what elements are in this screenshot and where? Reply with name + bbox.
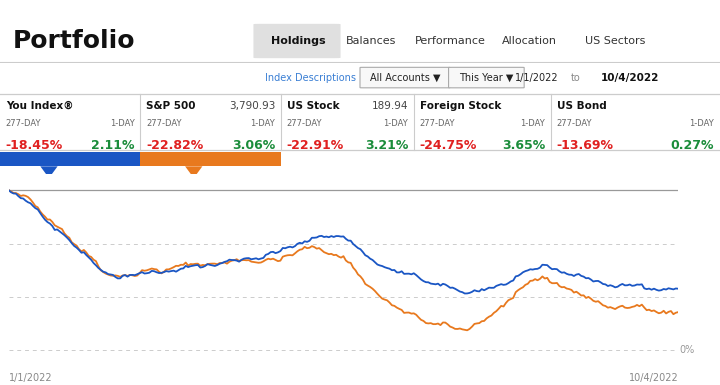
Text: You Index®: You Index® <box>6 101 73 111</box>
Text: to: to <box>571 73 581 82</box>
Text: All Accounts ▼: All Accounts ▼ <box>370 73 441 82</box>
Text: 0.27%: 0.27% <box>671 139 714 152</box>
Polygon shape <box>40 166 58 178</box>
Text: 3.06%: 3.06% <box>232 139 275 152</box>
Text: 1-DAY: 1-DAY <box>251 119 275 128</box>
Text: -24.75%: -24.75% <box>420 139 477 152</box>
Text: 0%: 0% <box>680 345 695 355</box>
Text: 10/4/2022: 10/4/2022 <box>629 373 678 383</box>
Text: -13.69%: -13.69% <box>557 139 613 152</box>
Text: 3.65%: 3.65% <box>502 139 545 152</box>
Bar <box>140 152 281 166</box>
FancyBboxPatch shape <box>449 67 524 88</box>
Text: Index Descriptions: Index Descriptions <box>266 73 356 82</box>
Text: Performance: Performance <box>415 36 485 46</box>
Text: -22.91%: -22.91% <box>287 139 344 152</box>
Text: 1-DAY: 1-DAY <box>110 119 135 128</box>
Text: 277-DAY: 277-DAY <box>146 119 181 128</box>
Text: 277-DAY: 277-DAY <box>287 119 322 128</box>
Text: This Year ▼: This Year ▼ <box>459 73 513 82</box>
Text: 3,790.93: 3,790.93 <box>229 101 275 111</box>
FancyBboxPatch shape <box>360 67 450 88</box>
Bar <box>0 152 140 166</box>
Text: 1/1/2022: 1/1/2022 <box>9 373 53 383</box>
Text: US Stock: US Stock <box>287 101 339 111</box>
Text: Allocation: Allocation <box>502 36 557 46</box>
Text: 2.11%: 2.11% <box>91 139 135 152</box>
Text: 1-DAY: 1-DAY <box>690 119 714 128</box>
Text: 1/1/2022: 1/1/2022 <box>515 73 558 82</box>
Text: Portfolio: Portfolio <box>13 29 135 53</box>
Text: 1-DAY: 1-DAY <box>521 119 545 128</box>
Text: Foreign Stock: Foreign Stock <box>420 101 501 111</box>
Text: 277-DAY: 277-DAY <box>420 119 455 128</box>
Text: 277-DAY: 277-DAY <box>557 119 592 128</box>
Text: US Sectors: US Sectors <box>585 36 646 46</box>
Text: 277-DAY: 277-DAY <box>6 119 41 128</box>
Text: -22.82%: -22.82% <box>146 139 204 152</box>
Text: Holdings: Holdings <box>271 36 326 46</box>
Text: Balances: Balances <box>346 36 396 46</box>
Text: US Bond: US Bond <box>557 101 606 111</box>
Text: 189.94: 189.94 <box>372 101 408 111</box>
Text: S&P 500: S&P 500 <box>146 101 196 111</box>
Text: -18.45%: -18.45% <box>6 139 63 152</box>
FancyBboxPatch shape <box>253 24 341 58</box>
Text: 10/4/2022: 10/4/2022 <box>600 73 660 82</box>
Text: 3.21%: 3.21% <box>365 139 408 152</box>
Text: 1-DAY: 1-DAY <box>384 119 408 128</box>
Polygon shape <box>185 166 202 178</box>
